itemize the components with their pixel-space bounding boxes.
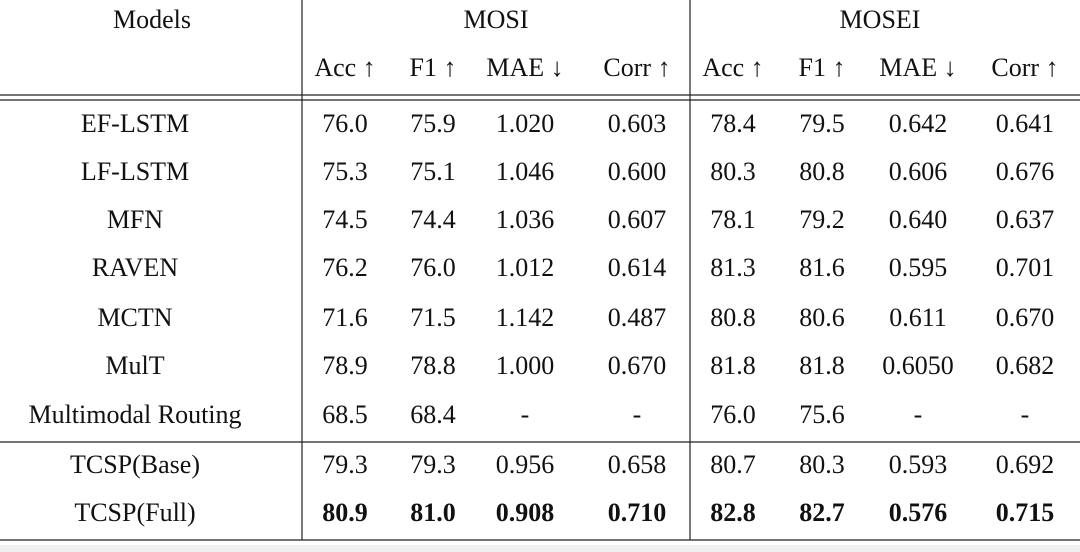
cell: 0.6050	[882, 351, 954, 380]
cell: 78.4	[710, 109, 756, 138]
cell: 74.5	[322, 205, 368, 234]
cell: 74.4	[410, 205, 456, 234]
cell: 0.640	[889, 205, 948, 234]
cell: 0.710	[608, 498, 667, 527]
cell: 80.3	[710, 157, 756, 186]
cell: 0.607	[608, 205, 667, 234]
cell: 78.8	[410, 351, 456, 380]
cell: 0.670	[608, 351, 667, 380]
column-header: Acc ↑	[702, 53, 763, 82]
cell: 1.000	[496, 351, 555, 380]
model-name: MFN	[107, 205, 164, 234]
cell: 79.2	[799, 205, 845, 234]
cell: 0.576	[889, 498, 948, 527]
cell: 79.3	[410, 450, 456, 479]
cell: 75.3	[322, 157, 368, 186]
model-name: TCSP(Base)	[70, 450, 200, 479]
cell: 76.2	[322, 253, 368, 282]
cell: 0.642	[889, 109, 948, 138]
cell: 82.7	[799, 498, 845, 527]
cell: 81.3	[710, 253, 756, 282]
cell: 0.593	[889, 450, 948, 479]
cell: 0.641	[996, 109, 1055, 138]
column-header: Corr ↑	[991, 53, 1058, 82]
model-name: MCTN	[97, 303, 172, 332]
model-header: Models	[113, 5, 191, 34]
cell: 1.020	[496, 109, 555, 138]
cell: 76.0	[322, 109, 368, 138]
cell: 0.676	[996, 157, 1055, 186]
model-name: RAVEN	[92, 253, 178, 282]
cell: 0.682	[996, 351, 1055, 380]
cell: 79.5	[799, 109, 845, 138]
cell: 1.142	[496, 303, 555, 332]
cell: 0.606	[889, 157, 948, 186]
cell: 78.9	[322, 351, 368, 380]
cell: 0.670	[996, 303, 1055, 332]
model-name: EF-LSTM	[81, 109, 189, 138]
cell: 0.611	[889, 303, 947, 332]
cell: 71.6	[322, 303, 368, 332]
cell: 0.658	[608, 450, 667, 479]
cell: 79.3	[322, 450, 368, 479]
cell: 81.8	[710, 351, 756, 380]
column-header: MAE ↓	[486, 53, 563, 82]
cell: 82.8	[710, 498, 756, 527]
bottom-strip	[0, 545, 1080, 552]
cell: 81.0	[410, 498, 456, 527]
cell: 80.3	[799, 450, 845, 479]
cell: 1.046	[496, 157, 555, 186]
column-header: MAE ↓	[879, 53, 956, 82]
cell: -	[633, 400, 642, 429]
cell: 71.5	[410, 303, 456, 332]
cell: 80.6	[799, 303, 845, 332]
cell: 76.0	[410, 253, 456, 282]
cell: 80.9	[322, 498, 368, 527]
model-name: TCSP(Full)	[74, 498, 195, 527]
column-header: F1 ↑	[410, 53, 457, 82]
cell: 75.1	[410, 157, 456, 186]
cell: -	[521, 400, 530, 429]
cell: 0.956	[496, 450, 555, 479]
cell: 0.600	[608, 157, 667, 186]
cell: 80.7	[710, 450, 756, 479]
cell: 76.0	[710, 400, 756, 429]
group-header: MOSI	[463, 5, 528, 34]
cell: 0.701	[996, 253, 1055, 282]
cell: 68.5	[322, 400, 368, 429]
cell: 0.908	[496, 498, 555, 527]
cell: 78.1	[710, 205, 756, 234]
model-name: MulT	[105, 351, 164, 380]
cell: 0.614	[608, 253, 667, 282]
group-header: MOSEI	[840, 5, 921, 34]
cell: 1.012	[496, 253, 555, 282]
cell: 80.8	[710, 303, 756, 332]
cell: 80.8	[799, 157, 845, 186]
cell: 0.487	[608, 303, 667, 332]
cell: 81.6	[799, 253, 845, 282]
column-header: F1 ↑	[799, 53, 846, 82]
cell: 81.8	[799, 351, 845, 380]
cell: 75.6	[799, 400, 845, 429]
model-name: LF-LSTM	[81, 157, 189, 186]
cell: 0.692	[996, 450, 1055, 479]
cell: 68.4	[410, 400, 456, 429]
cell: 75.9	[410, 109, 456, 138]
model-name: Multimodal Routing	[28, 400, 241, 429]
column-header: Corr ↑	[603, 53, 670, 82]
cell: -	[914, 400, 923, 429]
cell: 0.603	[608, 109, 667, 138]
cell: 1.036	[496, 205, 555, 234]
cell: 0.715	[996, 498, 1055, 527]
cell: -	[1021, 400, 1030, 429]
cell: 0.595	[889, 253, 948, 282]
cell: 0.637	[996, 205, 1055, 234]
column-header: Acc ↑	[314, 53, 375, 82]
